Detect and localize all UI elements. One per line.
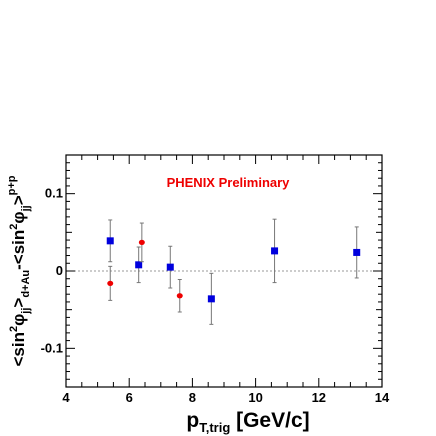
- y-tick-label: 0: [56, 263, 63, 278]
- x-tick-label: 8: [189, 390, 196, 405]
- data-point: [106, 219, 114, 263]
- chart-annotation: PHENIX Preliminary: [167, 175, 291, 190]
- square-marker: [135, 261, 143, 269]
- data-point: [166, 245, 174, 289]
- y-axis-title-superscript: p+p: [6, 175, 18, 195]
- square-marker: [271, 247, 279, 255]
- ticks-layer: 4 6 8 10 12 14 -0.1 0 0.1: [41, 154, 390, 405]
- square-marker: [353, 248, 361, 256]
- y-axis-title-part: φ: [9, 314, 28, 326]
- y-tick-label: -0.1: [41, 340, 63, 355]
- y-axis-title-part: φ: [9, 211, 28, 223]
- circle-marker: [176, 293, 183, 299]
- data-point: [107, 265, 114, 301]
- y-axis-title: <sin2φjj>d+Au-<sin2φjj>p+p: [6, 175, 32, 366]
- y-tick-label: 0.1: [45, 186, 63, 201]
- y-axis-title-part: -<sin: [9, 230, 28, 270]
- y-axis-title-part: >: [9, 195, 28, 205]
- square-marker: [207, 295, 215, 303]
- x-tick-label: 4: [62, 390, 70, 405]
- x-tick-label: 10: [248, 390, 262, 405]
- x-axis-title: pT,trig [GeV/c]: [186, 409, 309, 435]
- square-marker: [106, 237, 114, 245]
- y-axis-title-superscript: 2: [8, 326, 20, 332]
- x-tick-label: 6: [126, 390, 133, 405]
- square-marker: [166, 263, 174, 271]
- data-point: [135, 246, 143, 284]
- data-point: [353, 226, 361, 279]
- data-point: [271, 218, 279, 284]
- y-axis-title-subscript: d+Au: [20, 270, 32, 298]
- data-layer: [106, 218, 361, 325]
- x-axis-title-main: p: [186, 409, 199, 432]
- data-point: [138, 222, 145, 263]
- x-axis-title-unit: [GeV/c]: [230, 409, 309, 432]
- y-axis-title-part: >: [9, 298, 28, 308]
- y-axis-title-subscript: jj: [20, 205, 32, 212]
- circle-marker: [138, 239, 145, 245]
- y-axis-title-superscript: 2: [8, 224, 20, 230]
- y-axis-title-subscript: jj: [20, 308, 32, 315]
- circle-marker: [107, 280, 114, 286]
- x-tick-label: 12: [312, 390, 326, 405]
- x-tick-label: 14: [375, 390, 390, 405]
- x-axis-title-subscript: T,trig: [199, 420, 230, 435]
- data-point: [207, 272, 215, 325]
- data-point: [176, 279, 183, 313]
- y-axis-title-part: <sin: [9, 332, 28, 367]
